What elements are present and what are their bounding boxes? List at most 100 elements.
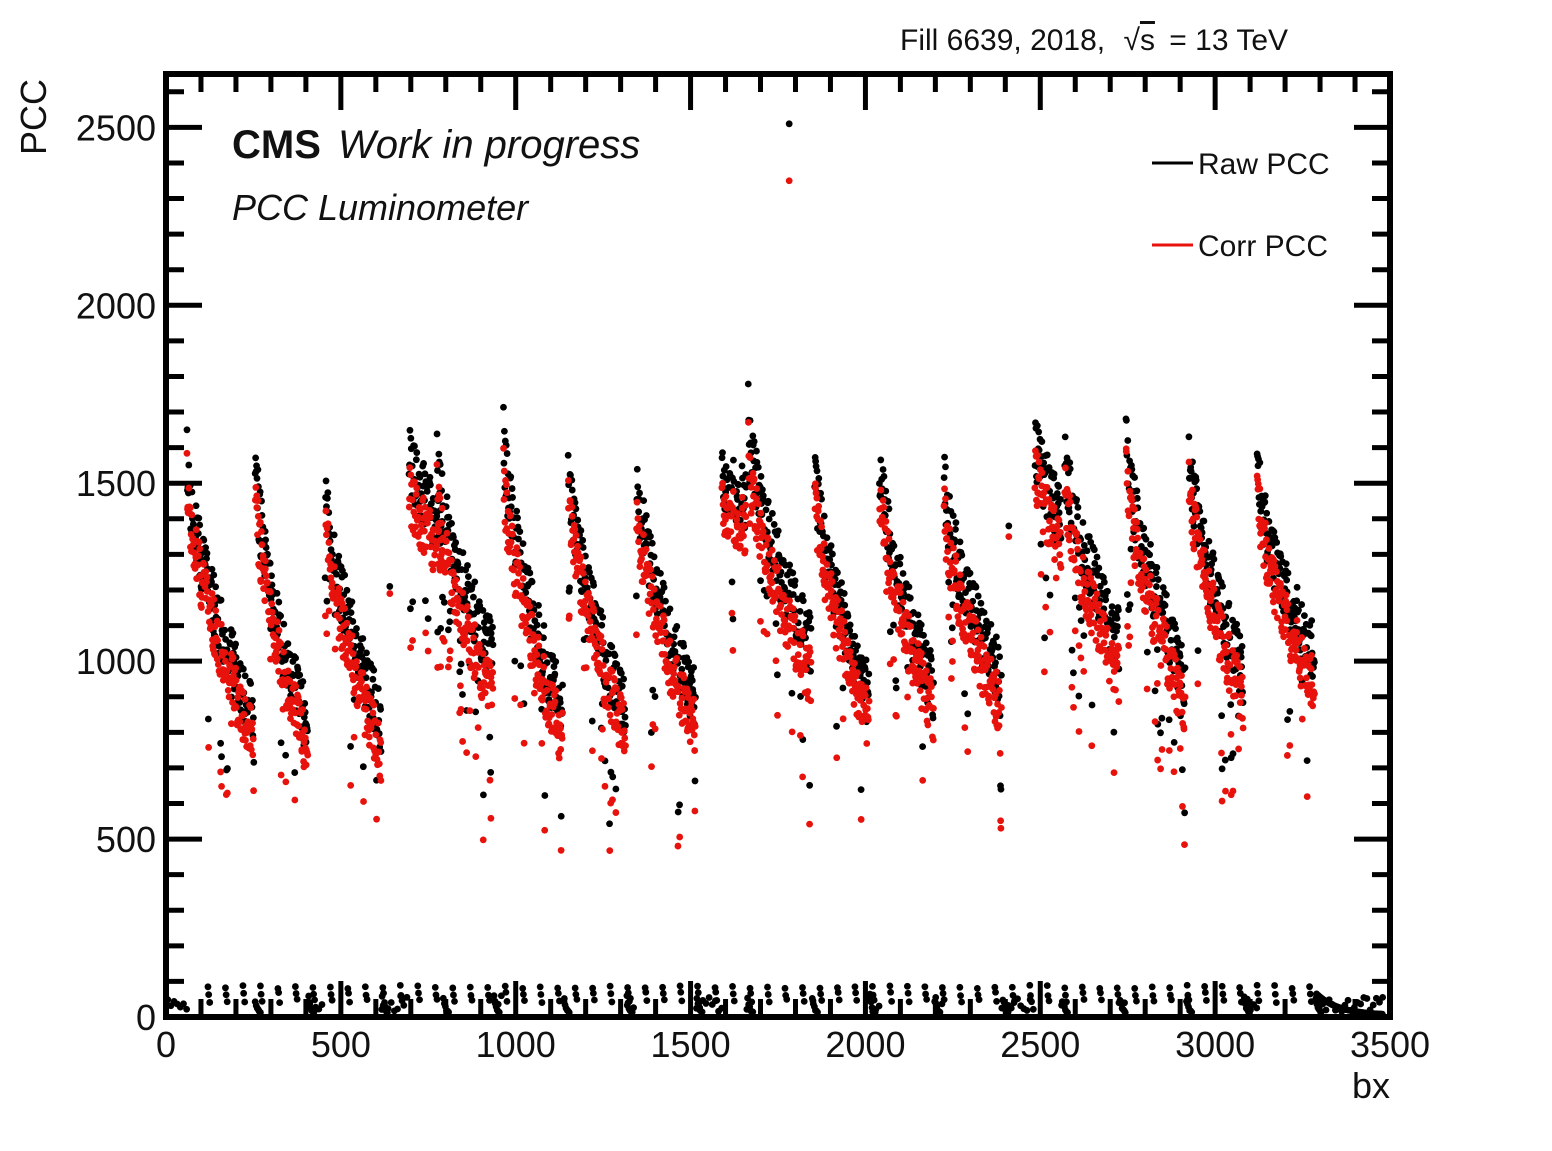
corr-pcc-point (210, 595, 218, 603)
corr-pcc-point (322, 507, 330, 515)
corr-pcc-point (557, 746, 565, 753)
raw-pcc-point (814, 1008, 821, 1016)
raw-pcc-point (770, 521, 778, 528)
corr-pcc-point (1158, 746, 1166, 753)
corr-pcc-point (1210, 585, 1218, 593)
raw-pcc-point (796, 607, 804, 615)
corr-pcc-point (747, 509, 755, 517)
raw-pcc-point (678, 665, 686, 673)
raw-pcc-point (643, 540, 651, 548)
corr-pcc-point (946, 525, 953, 533)
corr-pcc-point (838, 607, 846, 615)
corr-pcc-point (1163, 623, 1170, 630)
corr-pcc-point (1300, 645, 1308, 652)
corr-pcc-point (946, 559, 954, 566)
raw-pcc-point (852, 989, 860, 997)
corr-pcc-point (535, 642, 543, 650)
corr-pcc-point (985, 699, 993, 707)
raw-pcc-point (1298, 601, 1306, 608)
corr-pcc-point (301, 726, 309, 734)
raw-pcc-point (239, 982, 247, 990)
corr-pcc-point (457, 682, 464, 690)
raw-pcc-point (348, 598, 356, 606)
corr-pcc-point (609, 796, 616, 804)
raw-pcc-point (905, 583, 913, 591)
corr-pcc-point (520, 739, 528, 747)
raw-pcc-point (607, 990, 615, 998)
corr-pcc-point (446, 647, 454, 655)
raw-pcc-point (952, 519, 960, 527)
corr-pcc-point (343, 619, 351, 627)
corr-pcc-point (992, 668, 1000, 676)
corr-pcc-point (998, 704, 1005, 711)
corr-pcc-point (221, 649, 229, 656)
corr-pcc-point (1128, 535, 1136, 542)
corr-pcc-point (463, 749, 471, 757)
corr-pcc-point (503, 489, 511, 497)
raw-pcc-point (206, 999, 214, 1006)
raw-pcc-point (252, 454, 260, 462)
corr-pcc-point (1122, 448, 1130, 455)
corr-pcc-point (996, 749, 1004, 757)
raw-pcc-point (1147, 540, 1154, 548)
corr-pcc-point (1131, 562, 1139, 570)
raw-pcc-point (823, 534, 831, 542)
raw-pcc-point (1095, 564, 1103, 572)
raw-pcc-point (1170, 738, 1178, 746)
corr-pcc-point (650, 585, 658, 593)
corr-pcc-point (360, 798, 367, 805)
raw-pcc-point (1237, 998, 1245, 1006)
raw-pcc-point (797, 693, 804, 700)
raw-pcc-point (1098, 996, 1105, 1004)
raw-pcc-point (471, 578, 479, 586)
corr-pcc-point (928, 693, 935, 701)
raw-pcc-point (635, 508, 643, 516)
raw-pcc-point (879, 466, 887, 473)
corr-pcc-point (284, 667, 292, 675)
raw-pcc-point (217, 596, 225, 604)
raw-pcc-point (786, 561, 794, 569)
raw-pcc-point (903, 982, 911, 990)
raw-pcc-point (712, 988, 720, 996)
corr-pcc-point (738, 493, 746, 501)
raw-pcc-point (1065, 508, 1073, 516)
corr-pcc-point (1222, 648, 1230, 656)
corr-pcc-point (759, 522, 766, 530)
raw-pcc-point (1061, 433, 1069, 441)
corr-pcc-point (807, 697, 815, 705)
corr-pcc-point (851, 659, 858, 667)
raw-pcc-point (798, 592, 806, 599)
corr-pcc-point (1188, 486, 1196, 494)
raw-pcc-point (991, 983, 999, 991)
raw-pcc-point (218, 753, 225, 761)
corr-pcc-point (620, 727, 628, 735)
corr-pcc-point (586, 594, 593, 602)
corr-pcc-point (558, 734, 566, 742)
raw-pcc-point (1243, 995, 1251, 1003)
corr-pcc-point (202, 568, 210, 576)
corr-pcc-point (377, 777, 385, 784)
corr-pcc-point (643, 571, 651, 579)
corr-pcc-point (796, 731, 804, 739)
raw-pcc-point (653, 610, 661, 618)
corr-pcc-point (964, 748, 972, 756)
corr-pcc-point (424, 647, 432, 655)
corr-pcc-point (1192, 505, 1200, 513)
raw-pcc-point (1057, 495, 1064, 503)
corr-pcc-point (295, 722, 303, 730)
raw-pcc-point (310, 990, 317, 998)
raw-pcc-point (690, 664, 698, 671)
corr-pcc-point (208, 601, 215, 609)
raw-pcc-point (659, 990, 667, 997)
raw-pcc-point (1110, 728, 1118, 736)
raw-pcc-point (1133, 487, 1141, 495)
raw-pcc-point (940, 996, 948, 1004)
corr-pcc-point (909, 646, 917, 654)
corr-pcc-point (1062, 464, 1069, 472)
corr-pcc-point (261, 565, 269, 573)
corr-pcc-point (579, 563, 587, 571)
raw-pcc-point (1293, 597, 1301, 605)
corr-pcc-point (647, 566, 654, 573)
corr-pcc-point (268, 600, 276, 608)
raw-pcc-point (433, 430, 441, 438)
